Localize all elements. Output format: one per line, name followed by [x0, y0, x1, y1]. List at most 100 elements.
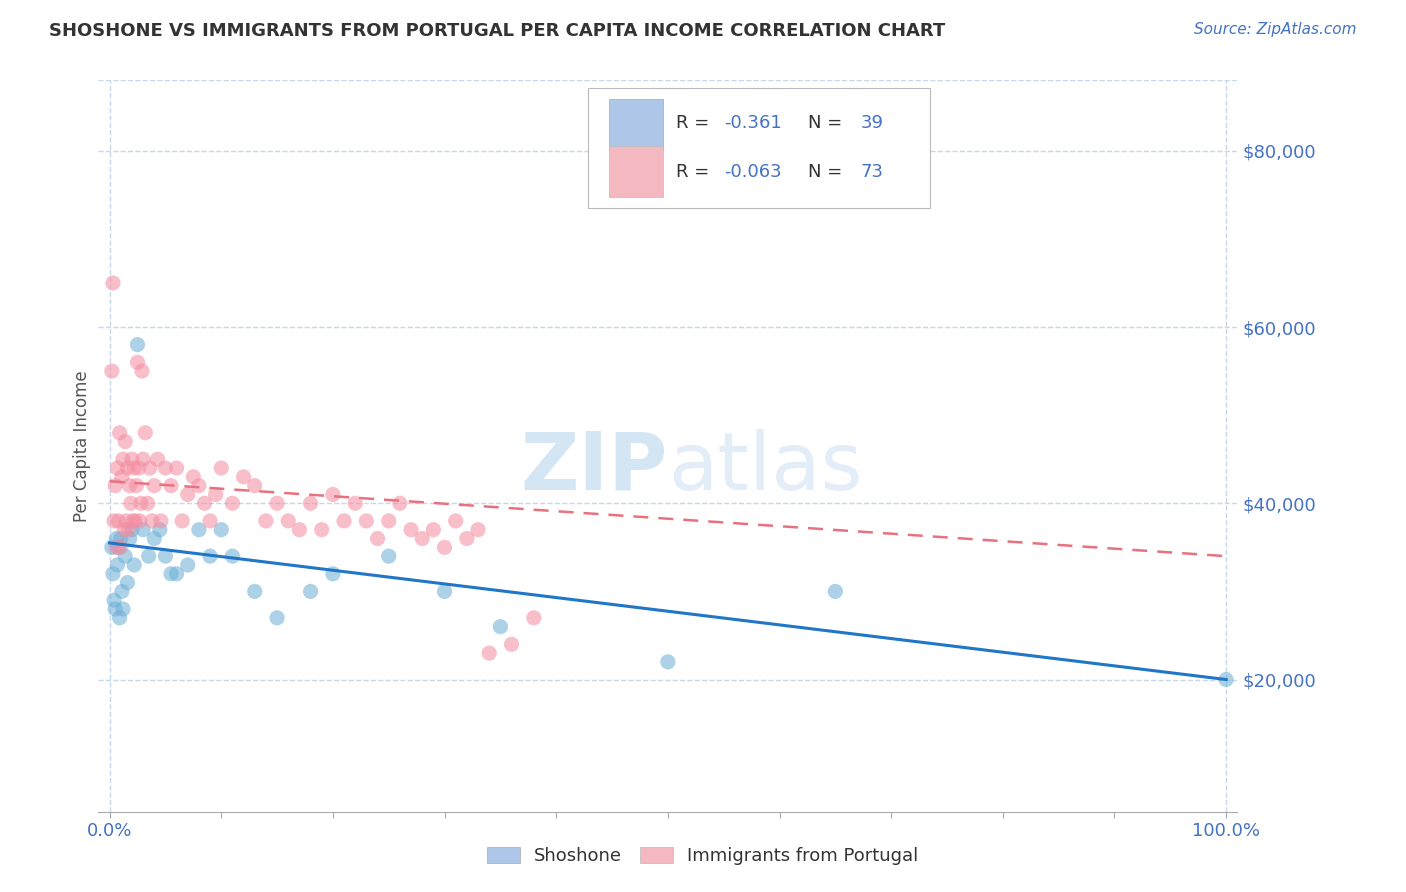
Point: [254, 514, 277, 528]
Point: [243, 584, 266, 599]
Point: [103, 593, 125, 607]
Point: [209, 523, 232, 537]
Text: -0.063: -0.063: [724, 162, 782, 181]
Point: [824, 584, 846, 599]
Point: [501, 637, 523, 651]
Point: [160, 478, 183, 492]
Point: [120, 496, 142, 510]
Point: [117, 575, 139, 590]
Y-axis label: Per Capita Income: Per Capita Income: [73, 370, 91, 522]
Point: [125, 478, 148, 492]
Point: [198, 514, 221, 528]
Point: [105, 532, 128, 546]
Point: [187, 523, 209, 537]
Point: [166, 461, 188, 475]
Point: [149, 523, 172, 537]
Point: [411, 532, 433, 546]
Point: [103, 514, 125, 528]
Point: [299, 496, 322, 510]
Point: [433, 541, 456, 555]
Point: [134, 425, 156, 440]
Point: [277, 514, 299, 528]
FancyBboxPatch shape: [609, 146, 664, 197]
Point: [112, 523, 135, 537]
Point: [467, 523, 489, 537]
Text: N =: N =: [808, 162, 848, 181]
Point: [136, 496, 159, 510]
Point: [221, 496, 243, 510]
Point: [107, 461, 129, 475]
Point: [183, 470, 205, 484]
Point: [121, 523, 143, 537]
Point: [356, 514, 378, 528]
Point: [132, 523, 155, 537]
Point: [101, 566, 124, 581]
Text: 39: 39: [860, 114, 883, 132]
Point: [111, 452, 134, 467]
Point: [456, 532, 478, 546]
Text: R =: R =: [676, 114, 714, 132]
Point: [388, 496, 411, 510]
Point: [143, 478, 166, 492]
Point: [221, 549, 243, 563]
Point: [232, 470, 254, 484]
Point: [121, 452, 143, 467]
Text: atlas: atlas: [668, 429, 862, 507]
Text: Source: ZipAtlas.com: Source: ZipAtlas.com: [1194, 22, 1357, 37]
Text: ZIP: ZIP: [520, 429, 668, 507]
Point: [172, 514, 194, 528]
Point: [108, 425, 131, 440]
Point: [141, 514, 163, 528]
Point: [266, 496, 288, 510]
Point: [104, 602, 127, 616]
Point: [101, 364, 124, 378]
Text: 73: 73: [860, 162, 883, 181]
Point: [131, 364, 153, 378]
Point: [111, 470, 134, 484]
Point: [114, 549, 136, 563]
Point: [146, 452, 169, 467]
Point: [128, 514, 150, 528]
Point: [132, 452, 155, 467]
Point: [129, 496, 152, 510]
Point: [124, 514, 146, 528]
Point: [377, 514, 399, 528]
Point: [177, 558, 200, 572]
Point: [288, 523, 311, 537]
Point: [489, 620, 512, 634]
Point: [122, 558, 145, 572]
FancyBboxPatch shape: [609, 99, 664, 150]
Point: [523, 611, 546, 625]
Point: [478, 646, 501, 660]
Point: [311, 523, 333, 537]
Point: [399, 523, 422, 537]
Point: [209, 461, 232, 475]
Point: [166, 566, 188, 581]
Point: [367, 532, 389, 546]
Point: [114, 434, 136, 449]
Point: [198, 549, 221, 563]
Point: [105, 541, 128, 555]
Point: [138, 549, 160, 563]
Point: [299, 584, 322, 599]
Point: [127, 355, 149, 369]
Point: [111, 584, 134, 599]
Point: [155, 549, 177, 563]
Point: [122, 514, 145, 528]
Point: [187, 478, 209, 492]
Point: [322, 566, 344, 581]
Point: [127, 337, 149, 351]
Point: [122, 461, 145, 475]
Point: [422, 523, 444, 537]
Point: [204, 487, 226, 501]
Point: [444, 514, 467, 528]
Text: SHOSHONE VS IMMIGRANTS FROM PORTUGAL PER CAPITA INCOME CORRELATION CHART: SHOSHONE VS IMMIGRANTS FROM PORTUGAL PER…: [49, 22, 945, 40]
Text: N =: N =: [808, 114, 848, 132]
Point: [108, 611, 131, 625]
Point: [104, 478, 127, 492]
Point: [107, 541, 129, 555]
Point: [433, 584, 456, 599]
Point: [266, 611, 288, 625]
Point: [107, 514, 129, 528]
Point: [344, 496, 367, 510]
